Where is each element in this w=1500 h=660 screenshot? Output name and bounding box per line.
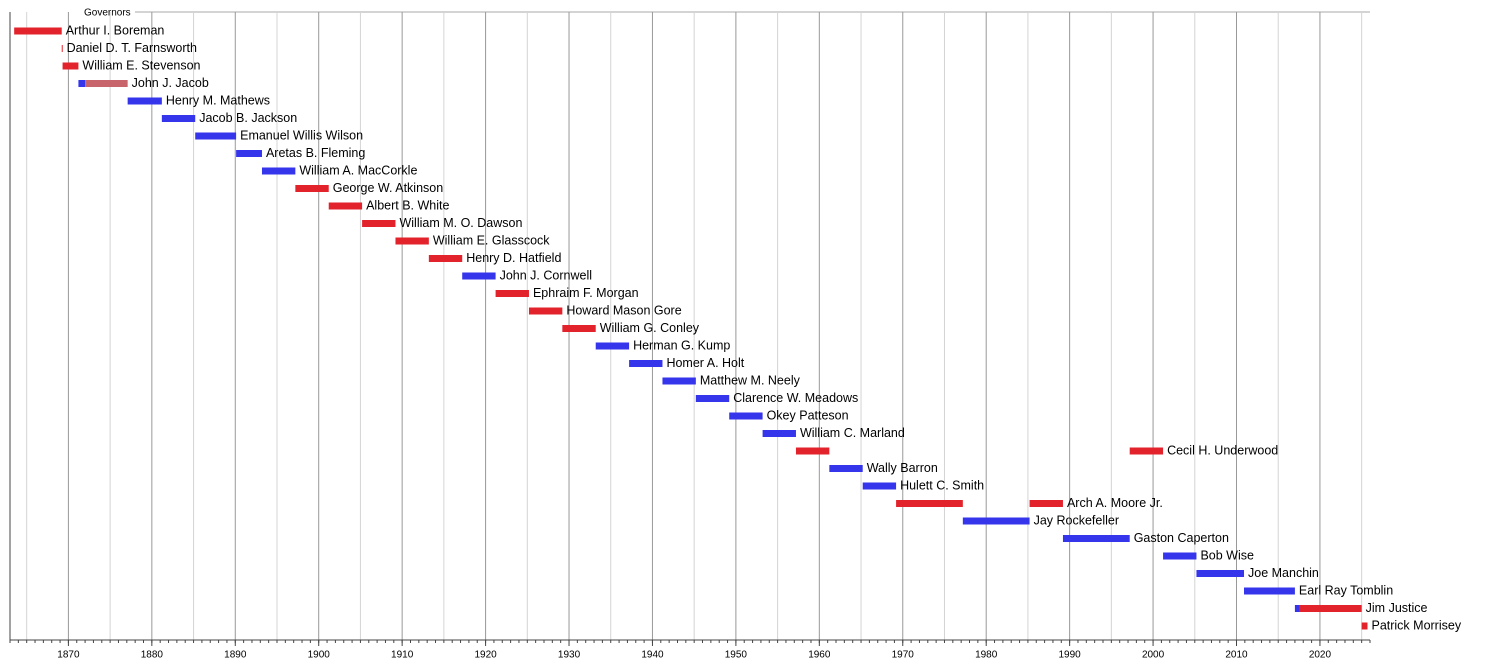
x-tick-label: 1970 [892,650,915,660]
term-bar [1029,500,1063,507]
x-tick-label: 2020 [1309,650,1332,660]
governor-label: William E. Stevenson [82,58,200,72]
x-tick-label: 1990 [1059,650,1082,660]
term-bar [562,325,596,332]
term-bar [14,27,62,35]
governor-label: Albert B. White [366,198,449,212]
governor-label: Aretas B. Fleming [266,146,365,160]
governor-label: William M. O. Dawson [399,216,522,230]
x-tick-label: 1950 [725,650,748,660]
chart-title: Governors [84,8,131,19]
term-bar [236,150,262,157]
governor-label: John J. Jacob [132,76,209,90]
x-tick-label: 1900 [308,650,331,660]
term-bar [395,237,429,245]
term-bar [85,80,128,87]
term-bar [795,447,830,455]
governor-label: William G. Conley [600,321,700,335]
term-bar [1294,605,1300,612]
governor-label: Jim Justice [1366,601,1428,615]
governor-label: Henry M. Mathews [166,93,270,107]
x-tick-label: 1910 [391,650,414,660]
term-bar [495,290,529,297]
x-tick-label: 1880 [141,650,164,660]
governor-label: Matthew M. Neely [700,373,801,387]
governor-label: Daniel D. T. Farnsworth [67,41,197,55]
term-bar [1129,447,1164,455]
governor-label: Jacob B. Jackson [199,111,297,125]
governor-label: Hulett C. Smith [900,478,984,492]
x-tick-label: 1920 [474,650,497,660]
governor-label: Herman G. Kump [633,338,730,352]
x-tick-label: 1940 [641,650,664,660]
term-bar [1361,622,1368,630]
governor-label: Earl Ray Tomblin [1299,583,1393,597]
term-bar [829,465,863,472]
term-bar [695,395,730,402]
governor-label: Emanuel Willis Wilson [240,128,363,142]
governor-label: Wally Barron [867,461,938,475]
term-bar [595,342,630,350]
term-bar [1244,587,1295,595]
governor-label: Joe Manchin [1248,566,1319,580]
term-bar [1299,605,1362,612]
term-bar [127,97,162,105]
governor-label: William C. Marland [800,426,905,440]
governor-label: Gaston Caperton [1134,531,1229,545]
term-bar [528,307,563,315]
term-bar [629,360,663,367]
governor-label: Bob Wise [1200,548,1254,562]
term-bar [896,500,963,507]
term-bar [862,482,897,490]
governor-label: Okey Patteson [767,408,849,422]
governor-label: William A. MacCorkle [299,163,417,177]
term-bar [1196,570,1245,577]
term-bar [1062,535,1130,542]
governor-label: Patrick Morrisey [1371,618,1461,632]
term-bar [328,202,363,210]
term-bar [1163,552,1197,560]
term-bar [161,115,196,122]
term-bar [295,185,329,192]
x-tick-label: 2010 [1225,650,1248,660]
x-tick-label: 1870 [57,650,80,660]
term-bar [62,62,79,70]
governor-label: George W. Atkinson [333,181,444,195]
x-tick-label: 2000 [1142,650,1165,660]
x-tick-label: 1890 [224,650,247,660]
term-bar [362,220,396,227]
term-bar [61,45,63,52]
governor-label: Cecil H. Underwood [1167,443,1278,457]
governor-label: Henry D. Hatfield [466,251,561,265]
term-bar [195,132,237,140]
governor-label: William E. Glasscock [433,233,550,247]
term-bar [962,517,1030,525]
term-bar [261,167,296,175]
governor-label: John J. Cornwell [500,268,592,282]
governor-label: Homer A. Holt [666,356,744,370]
term-bar [428,255,463,262]
governor-label: Ephraim F. Morgan [533,286,639,300]
term-bar [78,80,86,87]
governor-label: Jay Rockefeller [1034,513,1119,527]
term-bar [462,272,496,280]
x-tick-label: 1930 [558,650,581,660]
x-tick-label: 1980 [975,650,998,660]
term-bar [662,377,696,385]
governor-label: Howard Mason Gore [566,303,681,317]
x-tick-label: 1960 [808,650,831,660]
term-bar [729,412,763,420]
governor-label: Arch A. Moore Jr. [1067,496,1163,510]
term-bar [762,430,796,437]
governor-label: Clarence W. Meadows [733,391,858,405]
governor-label: Arthur I. Boreman [66,23,165,37]
